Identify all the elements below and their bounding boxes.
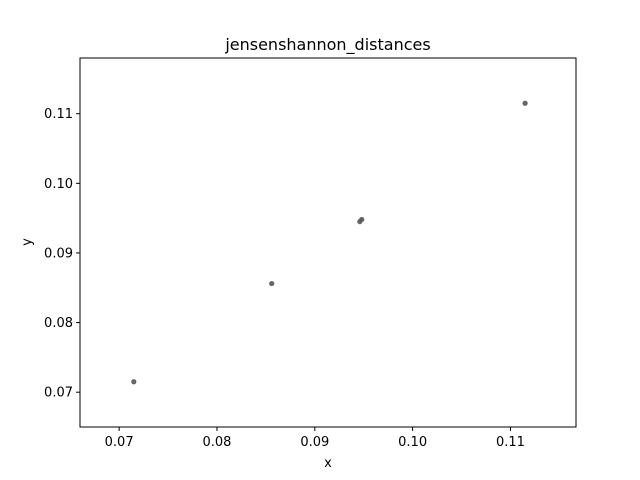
x-tick-label: 0.11: [496, 435, 525, 450]
chart-title: jensenshannon_distances: [224, 35, 430, 55]
x-axis-ticks: 0.07 0.08 0.09 0.10 0.11: [105, 427, 525, 450]
data-point: [131, 379, 137, 385]
y-tick-label: 0.09: [44, 246, 73, 261]
x-tick-label: 0.09: [300, 435, 329, 450]
y-axis-label: y: [20, 238, 35, 246]
x-tick-label: 0.07: [105, 435, 134, 450]
y-tick-label: 0.10: [44, 177, 73, 192]
data-points: [131, 100, 528, 385]
data-point: [359, 216, 365, 223]
data-point: [522, 100, 528, 106]
y-tick-label: 0.07: [44, 386, 73, 401]
plot-background: [80, 58, 576, 427]
y-tick-label: 0.11: [44, 107, 73, 122]
x-axis-label: x: [324, 456, 332, 471]
y-tick-label: 0.08: [44, 316, 73, 331]
y-axis-ticks: 0.07 0.08 0.09 0.10 0.11: [44, 107, 80, 401]
x-tick-label: 0.08: [202, 435, 231, 450]
plot-frame: [79, 57, 577, 428]
x-tick-label: 0.10: [398, 435, 427, 450]
data-point: [269, 280, 275, 287]
